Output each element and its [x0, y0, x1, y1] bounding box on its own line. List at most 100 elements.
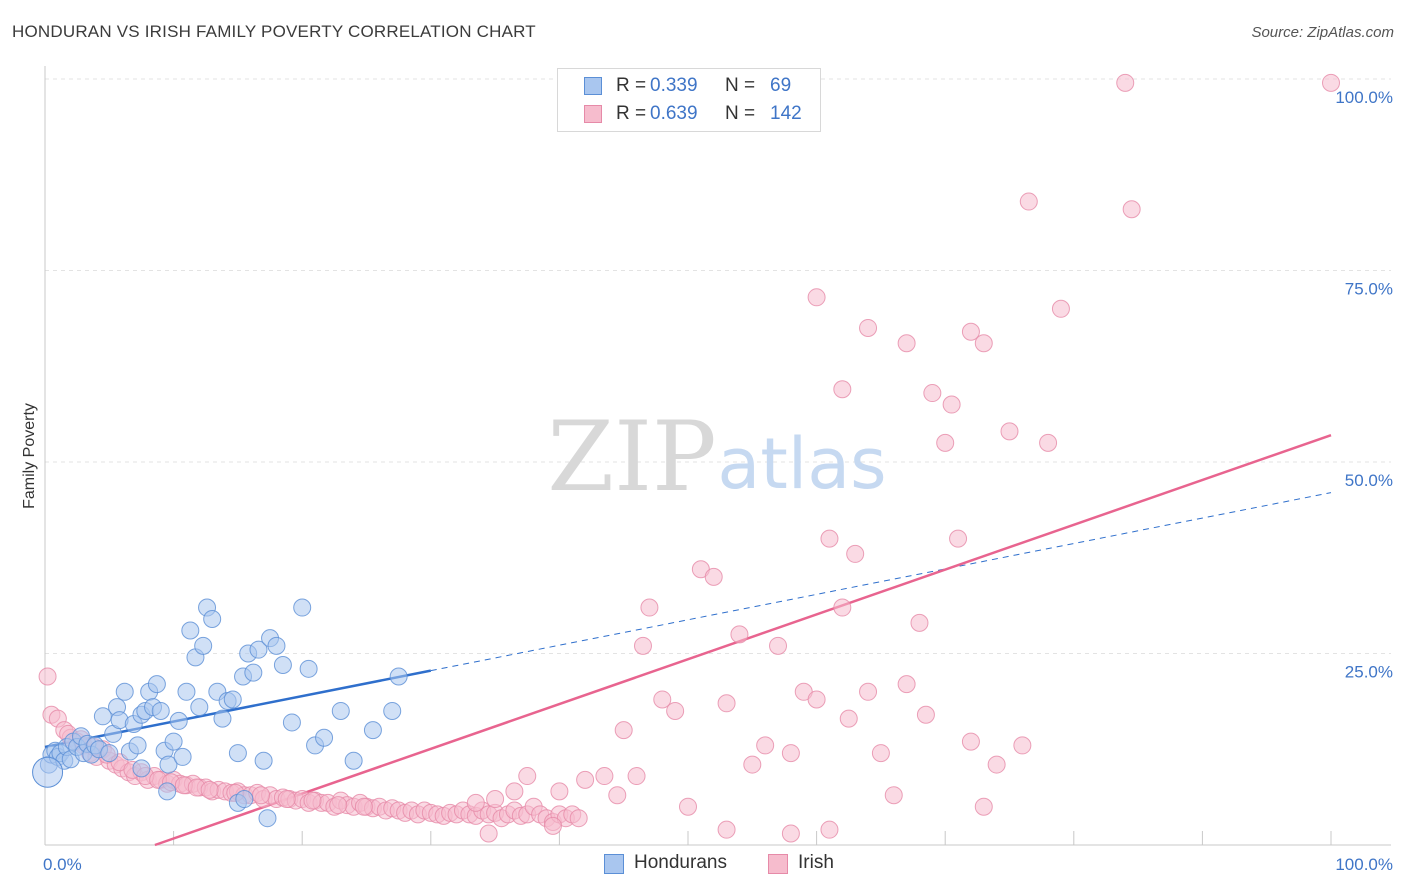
honduran-point: [132, 759, 151, 778]
y-tick-label: 75.0%: [1345, 280, 1393, 299]
honduran-point: [32, 756, 64, 788]
watermark-zip: ZIP: [547, 401, 716, 513]
honduran-point: [173, 747, 192, 766]
irish-point: [704, 567, 723, 586]
legend-n-value: 142: [770, 103, 802, 124]
irish-point: [1000, 422, 1019, 441]
irish-point: [505, 782, 524, 801]
honduran-point: [194, 636, 213, 655]
irish-point: [1013, 736, 1032, 755]
irish-point: [781, 744, 800, 763]
legend-r-label: R =: [616, 75, 647, 96]
legend-n-value: 69: [770, 75, 792, 96]
irish-point: [987, 755, 1006, 774]
honduran-point: [159, 755, 178, 774]
irish-point: [730, 625, 749, 644]
legend-row-hondurans: R = 0.339 N = 69: [558, 73, 820, 101]
y-tick-label: 25.0%: [1345, 663, 1393, 682]
irish-point: [916, 705, 935, 724]
irish-point: [769, 636, 788, 655]
irish-point: [666, 701, 685, 720]
legend-n-label: N =: [725, 75, 756, 96]
irish-point: [756, 736, 775, 755]
irish-point: [897, 675, 916, 694]
axis-layer: 25.0% 50.0% 75.0% 100.0% 0.0% 100.0%: [43, 66, 1393, 874]
irish-point: [354, 797, 373, 816]
honduran-point: [164, 732, 183, 751]
irish-point: [303, 791, 322, 810]
irish-point: [1116, 73, 1135, 92]
honduran-point: [235, 790, 254, 809]
chart-source: Source: ZipAtlas.com: [1251, 24, 1394, 41]
honduran-point: [299, 659, 318, 678]
irish-point: [614, 721, 633, 740]
honduran-point: [389, 667, 408, 686]
honduran-point: [190, 698, 209, 717]
legend-r-label: R =: [616, 103, 647, 124]
honduran-point: [258, 809, 277, 828]
irish-point: [1039, 433, 1058, 452]
irish-point: [833, 380, 852, 399]
honduran-point: [115, 682, 134, 701]
honduran-point: [100, 744, 119, 763]
irish-point: [961, 322, 980, 341]
irish-point: [466, 793, 485, 812]
irish-point: [550, 782, 569, 801]
irish-point: [923, 384, 942, 403]
honduran-point: [93, 707, 112, 726]
honduran-point: [213, 709, 232, 728]
irish-point: [974, 334, 993, 353]
stats-legend: R = 0.339 N = 69 R = 0.639 N = 142: [557, 68, 821, 132]
irish-point: [859, 318, 878, 337]
irish-point: [200, 780, 219, 799]
honduran-point: [169, 711, 188, 730]
honduran-point: [158, 782, 177, 801]
irish-point: [1051, 299, 1070, 318]
honduran-point: [267, 636, 286, 655]
irish-point: [820, 820, 839, 839]
legend-swatch-hondurans: [584, 77, 602, 95]
honduran-point: [181, 621, 200, 640]
irish-point: [807, 288, 826, 307]
honduran-point: [293, 598, 312, 617]
irish-point: [633, 636, 652, 655]
legend-swatch-hondurans: [604, 854, 624, 874]
irish-point: [942, 395, 961, 414]
irish-point: [576, 770, 595, 789]
irish-point: [846, 544, 865, 563]
legend-r-value: 0.639: [650, 103, 698, 124]
honduran-point: [223, 690, 242, 709]
irish-point: [961, 732, 980, 751]
honduran-point: [177, 682, 196, 701]
irish-point: [277, 790, 296, 809]
irish-point: [679, 797, 697, 816]
irish-point: [781, 824, 800, 843]
honduran-point: [147, 675, 166, 694]
irish-point: [974, 797, 993, 816]
x-tick-label: 100.0%: [1335, 855, 1393, 874]
honduran-point: [282, 713, 301, 732]
points-layer: [32, 73, 1340, 843]
irish-point: [653, 690, 672, 709]
irish-point: [717, 820, 736, 839]
irish-point: [910, 613, 929, 632]
honduran-point: [228, 744, 247, 763]
irish-point: [820, 529, 839, 548]
irish-point: [949, 529, 968, 548]
irish-point: [839, 709, 858, 728]
legend-swatch-irish: [584, 105, 602, 123]
x-tick-label: 0.0%: [43, 855, 82, 874]
honduran-point: [203, 610, 222, 629]
irish-point: [595, 767, 614, 786]
watermark-atlas: atlas: [717, 423, 886, 505]
legend-n-label: N =: [725, 103, 756, 124]
honduran-point: [315, 728, 334, 747]
honduran-point: [363, 721, 382, 740]
legend-swatch-irish: [768, 854, 788, 874]
irish-point: [1122, 200, 1141, 219]
irish-point: [897, 334, 916, 353]
honduran-point: [383, 701, 402, 720]
honduran-point: [249, 640, 268, 659]
irish-point: [859, 682, 878, 701]
irish-point: [1322, 73, 1340, 92]
